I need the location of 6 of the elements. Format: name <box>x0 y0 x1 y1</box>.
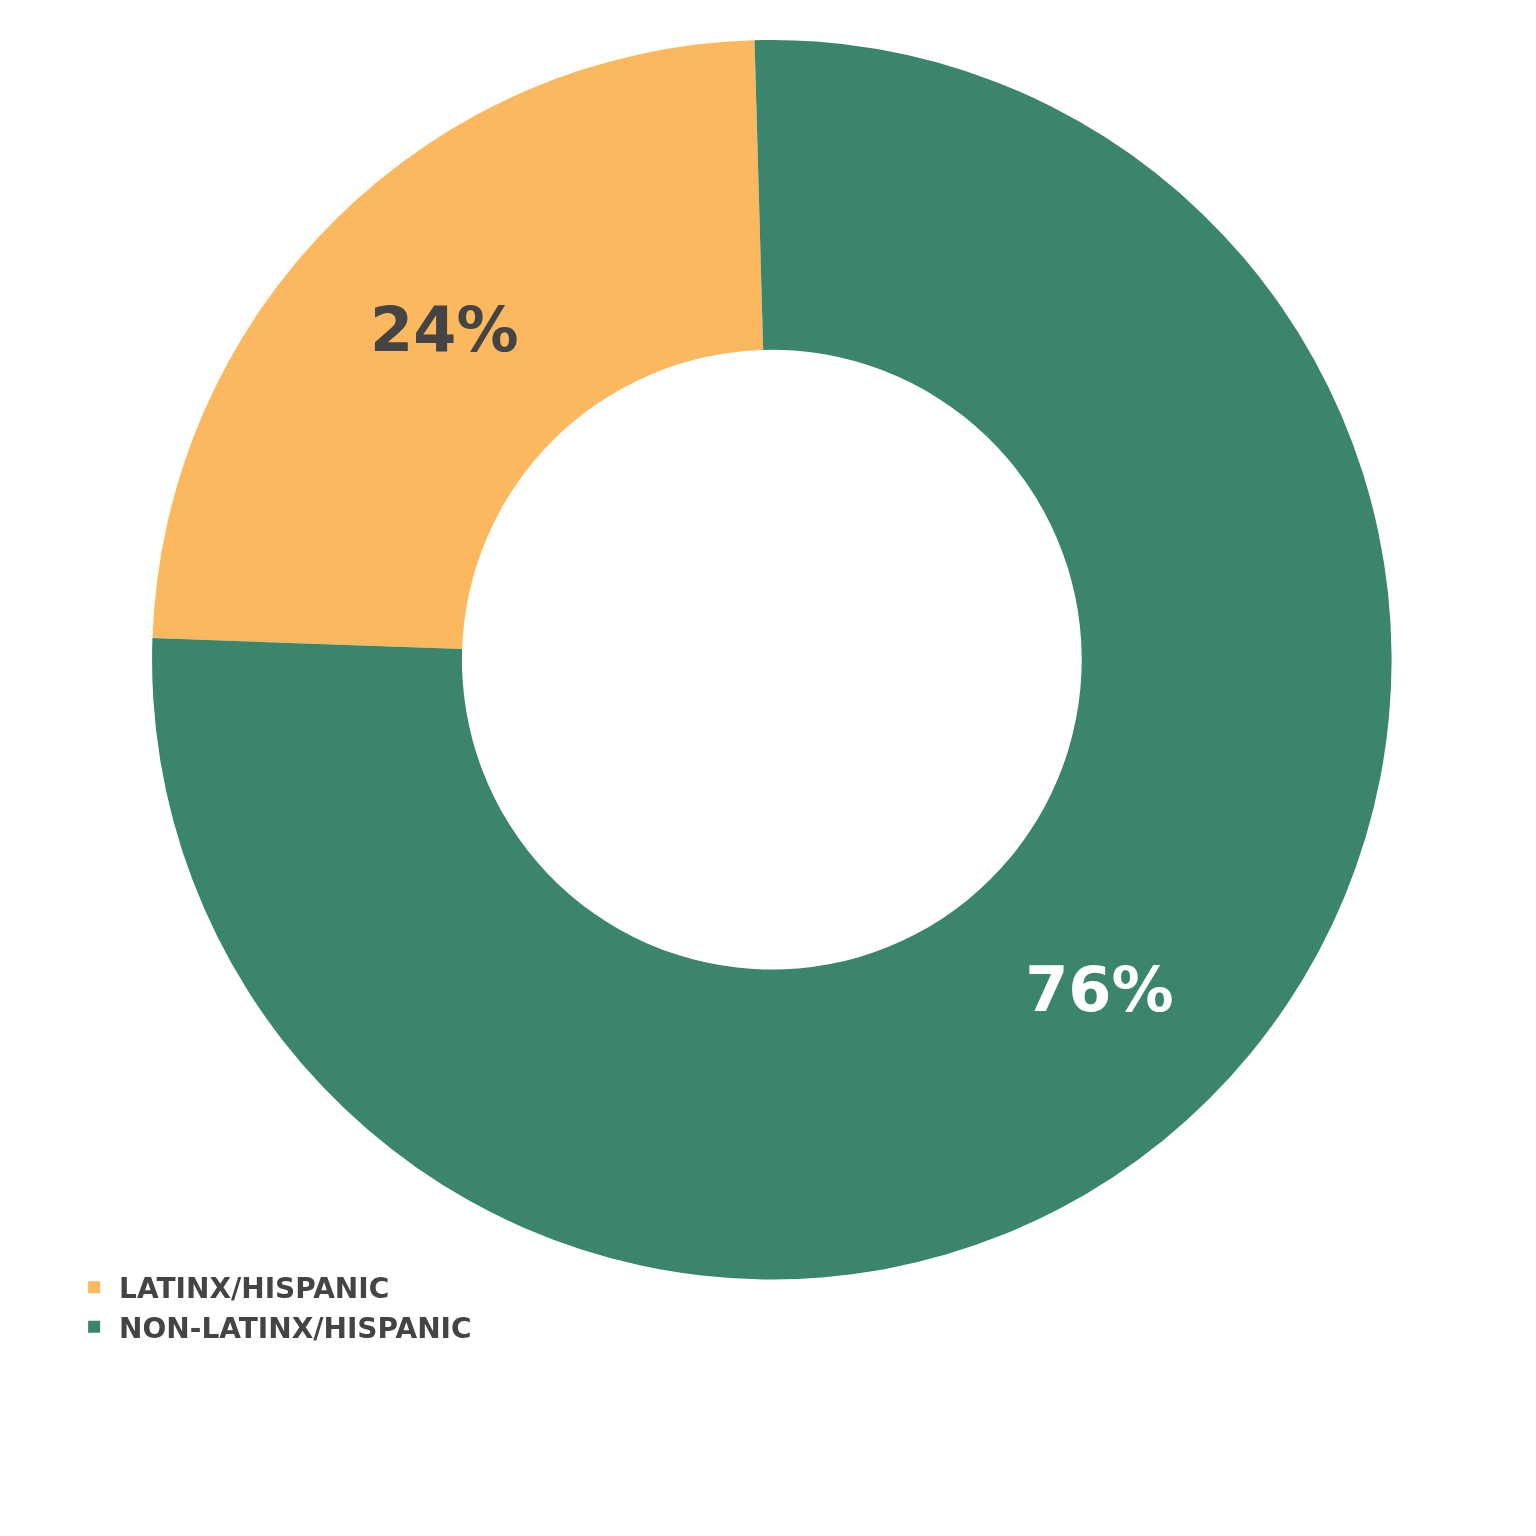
data-label: 76% <box>1025 953 1174 1027</box>
legend-label: NON-LATINX/HISPANIC <box>119 1311 472 1345</box>
data-label: 24% <box>370 293 519 367</box>
donut-slice <box>152 40 764 649</box>
legend-label: LATINX/HISPANIC <box>119 1272 390 1306</box>
donut-slice <box>152 40 1391 1279</box>
